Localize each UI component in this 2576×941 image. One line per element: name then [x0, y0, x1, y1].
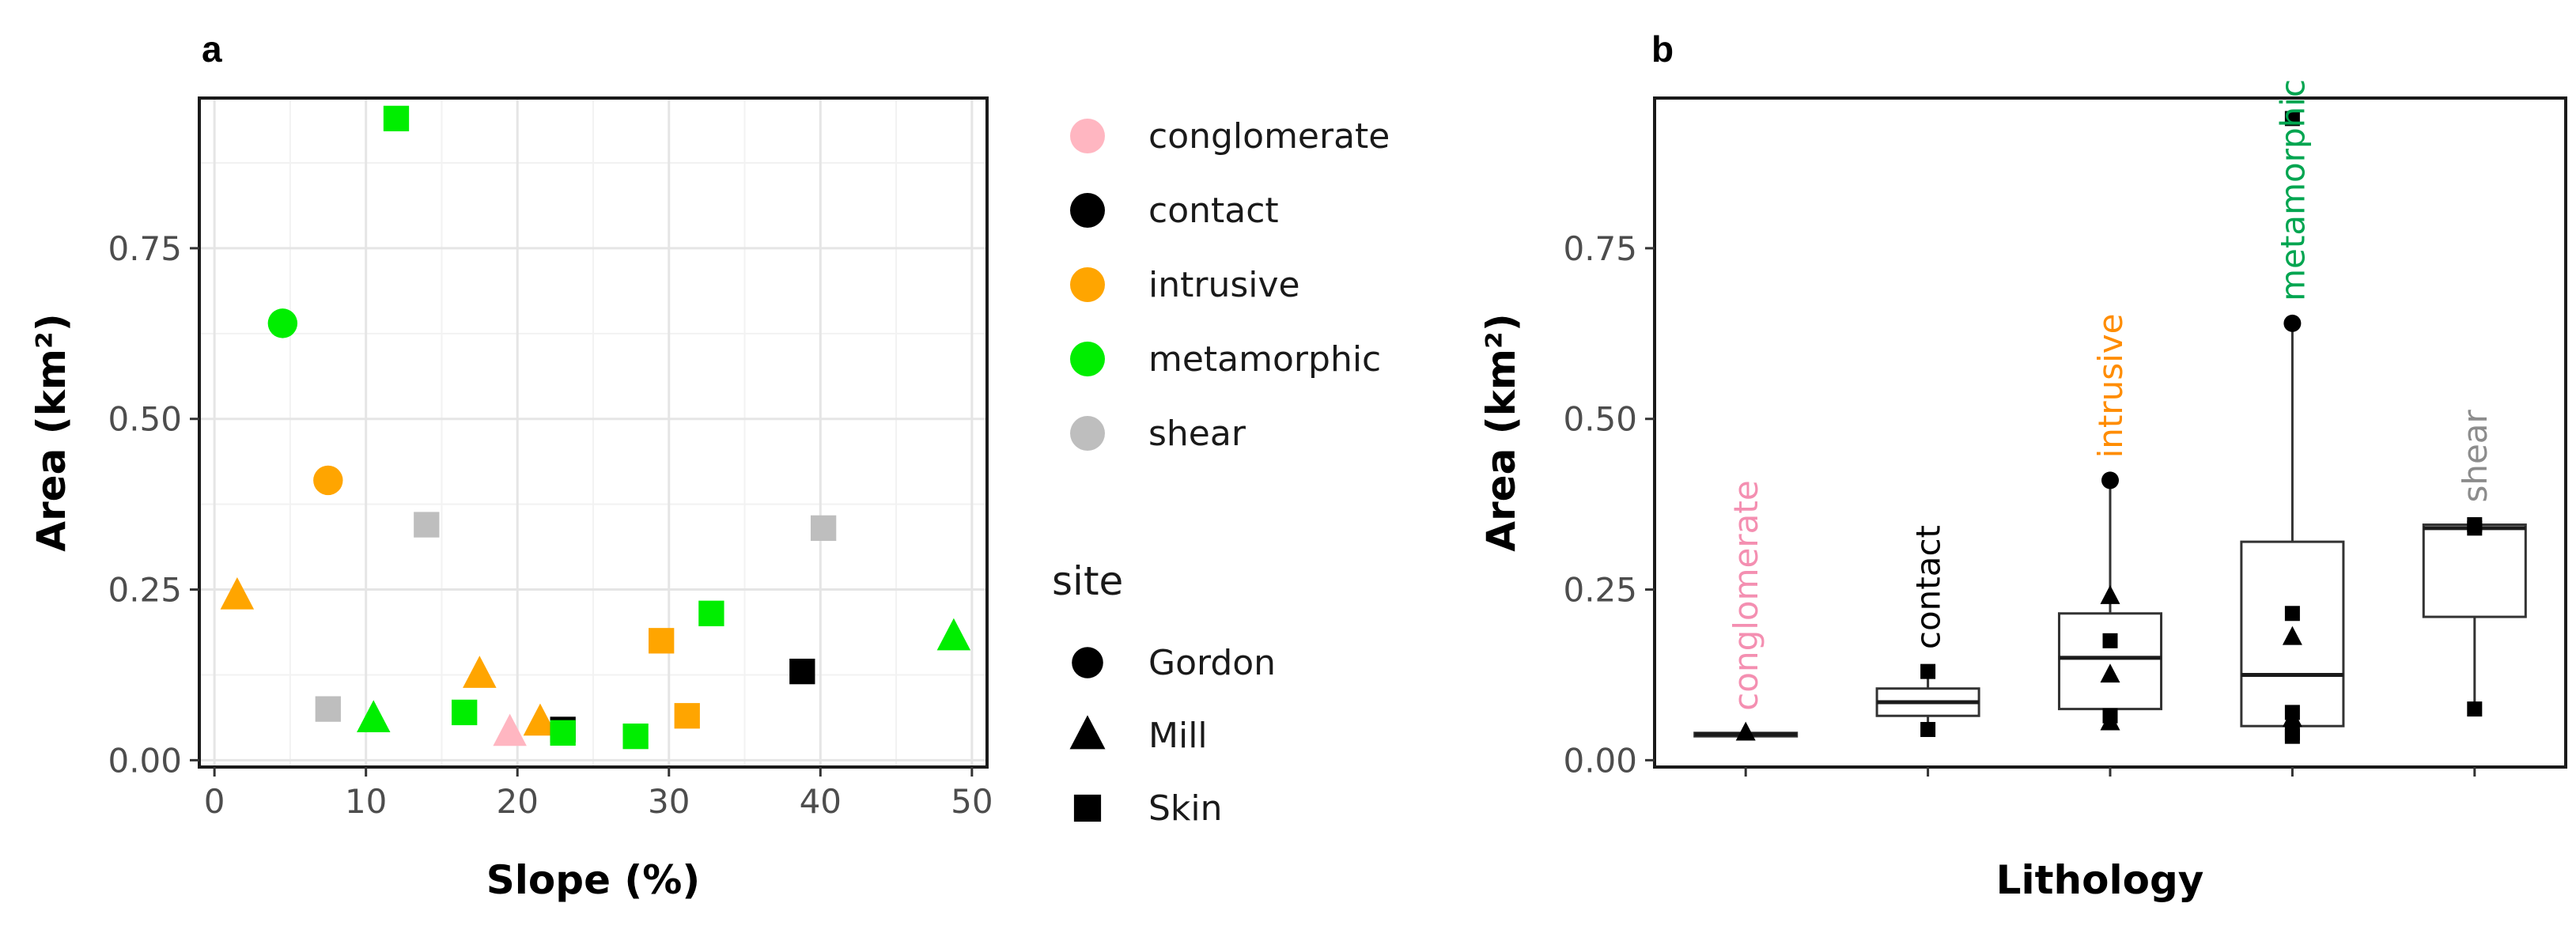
- panel-b-y-axis-title: Area (km²): [1478, 313, 1524, 551]
- data-point: [267, 308, 298, 338]
- data-point: [2467, 520, 2483, 536]
- legend-title: site: [1052, 558, 1123, 604]
- data-point: [2467, 701, 2483, 717]
- y-tick-label: 0.25: [108, 571, 182, 610]
- data-point: [936, 618, 971, 651]
- legend-label: conglomerate: [1148, 116, 1390, 157]
- panel-a: a 0 10 20 30 40 500.000.250.500.75 Slope (%) …: [28, 28, 1390, 903]
- panel-a-legend: conglomerate contact intrusive metamorphic s…: [1052, 116, 1390, 829]
- data-point: [2100, 663, 2120, 683]
- y-tick-label: 0.50: [1563, 400, 1637, 439]
- data-point: [2284, 728, 2300, 744]
- legend-key: [1072, 647, 1103, 678]
- y-tick-label: 0.00: [1563, 741, 1637, 780]
- data-point: [313, 465, 343, 496]
- data-point: [1735, 721, 1756, 741]
- data-point: [493, 713, 527, 746]
- x-tick-label: 40: [800, 782, 842, 821]
- legend-label: Skin: [1148, 788, 1223, 829]
- y-tick-label: 0.25: [1563, 571, 1637, 610]
- panel-b-letter: b: [1651, 28, 1674, 70]
- panel-a-x-axis-title: Slope (%): [486, 857, 700, 903]
- data-point: [220, 576, 255, 610]
- panel-a-ticks: 0 10 20 30 40 50 0.00 0.25 0.50 0.75: [108, 229, 993, 821]
- data-point: [452, 699, 478, 726]
- x-tick-label: 50: [951, 782, 993, 821]
- data-point: [1920, 663, 1936, 679]
- x-tick-label: 10: [345, 782, 387, 821]
- box: [2422, 523, 2527, 618]
- legend-key: [1070, 193, 1105, 228]
- data-point: [315, 696, 341, 722]
- category-label: conglomerate: [1727, 480, 1765, 711]
- panel-b: b conglomerate contact intrusive metamorphi…: [1478, 28, 2567, 903]
- panel-a-y-axis-title: Area (km²): [28, 313, 74, 551]
- data-point: [2282, 625, 2302, 645]
- data-point: [622, 724, 649, 750]
- category-label: metamorphic: [2273, 79, 2312, 301]
- legend-label: Mill: [1148, 716, 1208, 756]
- data-point: [414, 512, 440, 538]
- legend-key: [1070, 119, 1105, 153]
- legend-key: [1070, 416, 1105, 451]
- data-point: [357, 700, 391, 732]
- data-point: [2100, 584, 2120, 604]
- data-point: [383, 105, 410, 132]
- legend-key: [1070, 342, 1105, 376]
- legend-key: [1069, 715, 1106, 750]
- data-point: [2101, 471, 2119, 489]
- legend-label: Gordon: [1148, 643, 1276, 683]
- panel-a-letter: a: [202, 28, 222, 70]
- data-point: [2284, 606, 2300, 622]
- data-point: [2100, 711, 2120, 731]
- data-point: [674, 703, 700, 729]
- data-point: [2283, 314, 2302, 332]
- data-point: [2282, 708, 2302, 727]
- panel-b-x-axis-title: Lithology: [1996, 857, 2204, 903]
- panel-a-grid: [199, 98, 987, 767]
- data-point: [810, 515, 837, 542]
- category-label: shear: [2456, 409, 2495, 502]
- legend-label: metamorphic: [1148, 339, 1381, 380]
- data-point: [523, 703, 558, 736]
- y-tick-label: 0.75: [108, 229, 182, 268]
- panel-b-plot: conglomerate contact intrusive metamorphic s…: [1693, 79, 2527, 744]
- data-point: [2102, 633, 2118, 648]
- category-label: intrusive: [2091, 314, 2130, 459]
- data-point: [789, 658, 815, 685]
- data-point: [463, 656, 497, 688]
- data-point: [649, 628, 675, 654]
- legend-label: intrusive: [1148, 265, 1300, 305]
- y-tick-label: 0.00: [108, 741, 182, 780]
- x-tick-label: 0: [204, 782, 225, 821]
- box: [2057, 612, 2163, 711]
- data-point: [698, 600, 724, 626]
- data-point: [1920, 722, 1936, 738]
- y-tick-label: 0.50: [108, 400, 182, 439]
- category-label: contact: [1909, 525, 1948, 649]
- legend-key: [1073, 794, 1102, 822]
- panel-b-ticks: 0.00 0.25 0.50 0.75: [1563, 229, 2476, 780]
- legend-key: [1070, 267, 1105, 302]
- data-point: [2284, 111, 2300, 127]
- legend-label: contact: [1148, 191, 1279, 231]
- panel-a-frame: [198, 96, 989, 769]
- x-tick-label: 30: [648, 782, 690, 821]
- data-point: [550, 720, 576, 746]
- x-tick-label: 20: [497, 782, 539, 821]
- panel-a-points: [220, 105, 971, 750]
- legend-label: shear: [1148, 414, 1246, 454]
- y-tick-label: 0.75: [1563, 229, 1637, 268]
